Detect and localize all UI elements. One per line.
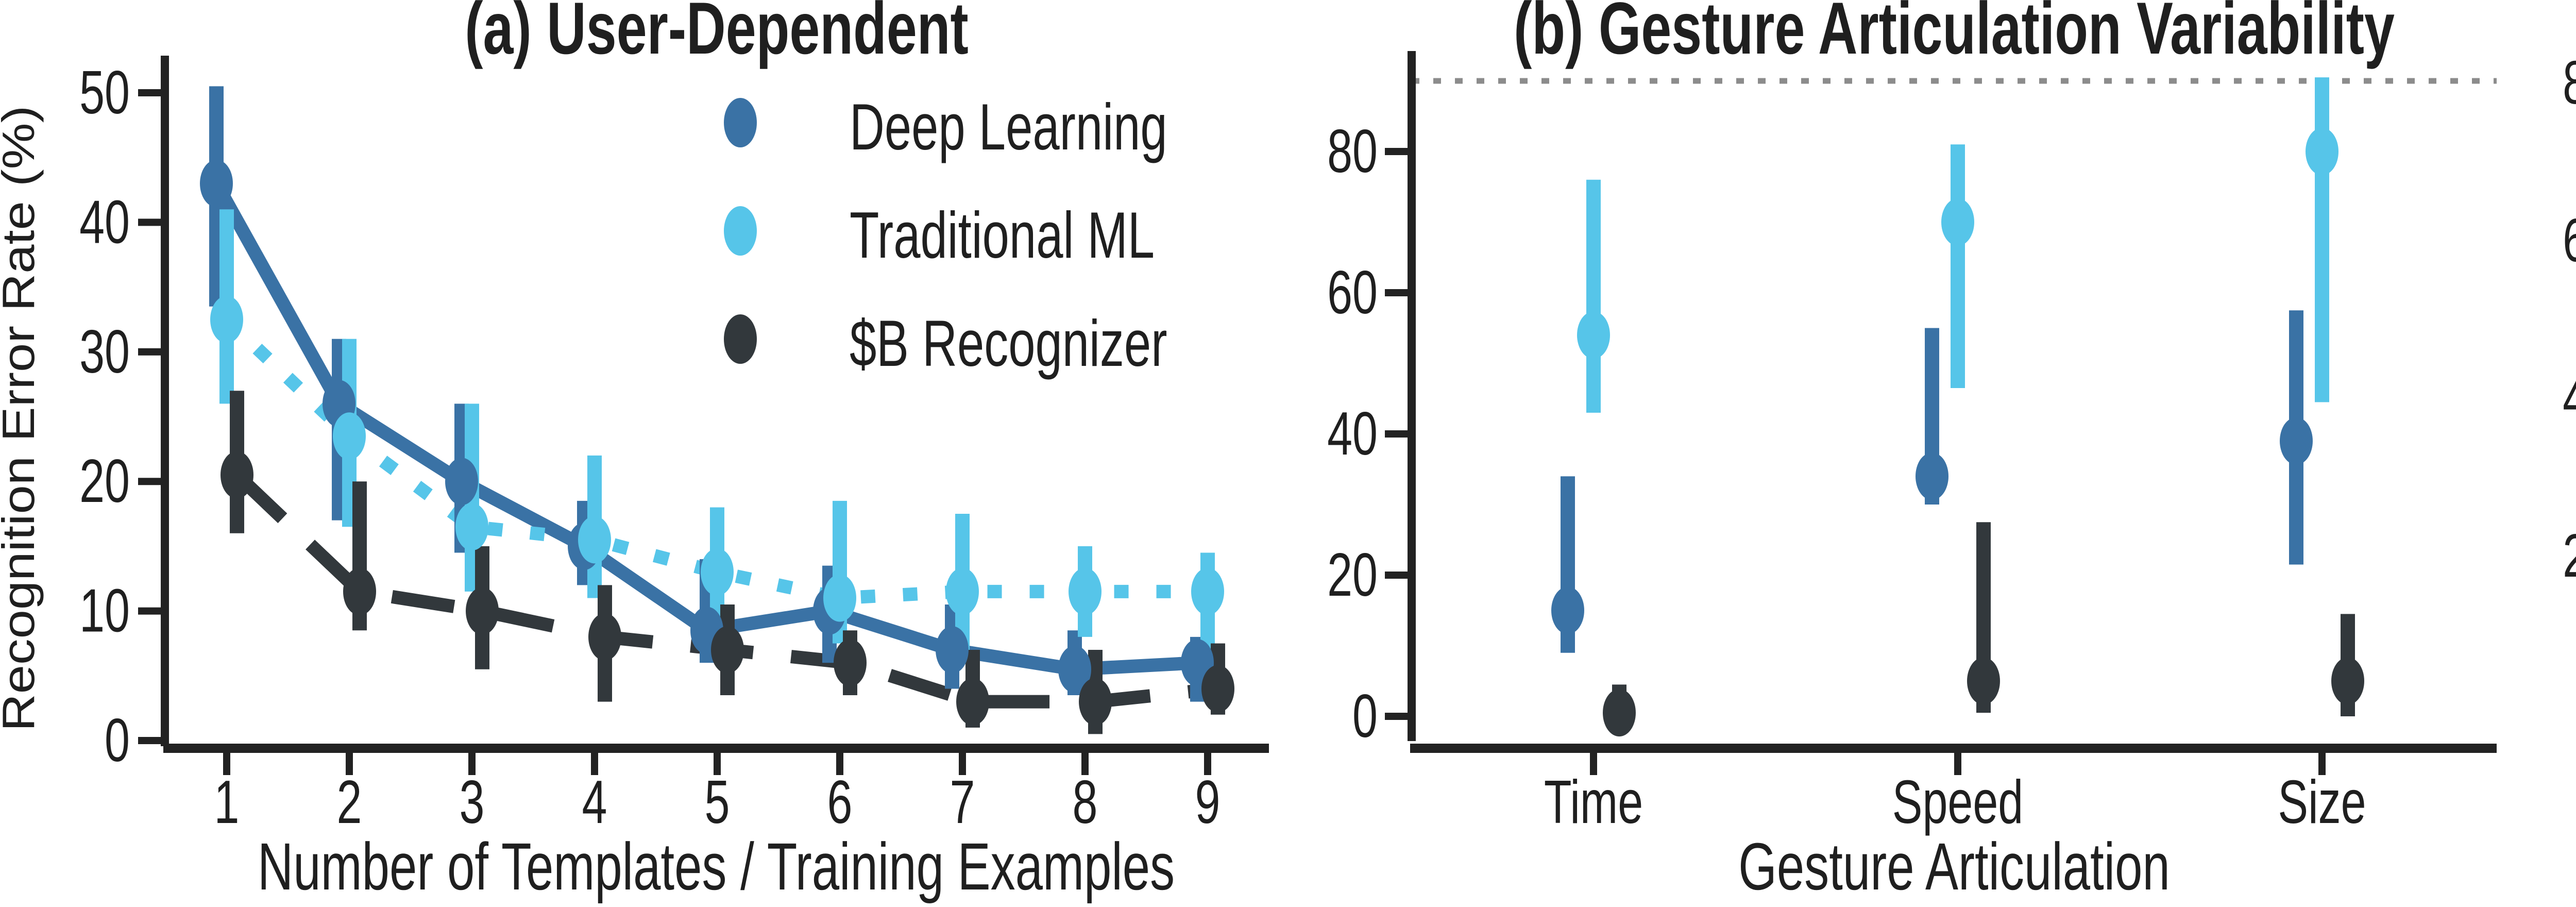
panel-a-title: (a) User-Dependent [465, 0, 969, 70]
panel-a-x-tick-label: 1 [214, 768, 240, 836]
panel-c-y-tick-label: 80 [2563, 48, 2576, 117]
panel-b-data-point [1916, 452, 1948, 500]
panel-b-y-tick-label: 20 [1327, 541, 1378, 609]
panel-a-line-traditional-ml [222, 314, 1208, 605]
panel-a-data-point [343, 567, 376, 615]
panel-c-y-tick-label: 20 [2563, 522, 2576, 590]
legend-label: $B Recognizer [850, 307, 1167, 380]
panel-a-x-tick-label: 2 [337, 768, 362, 836]
panel-a-y-axis-label: Recognition Error Rate (%) [0, 106, 44, 732]
panel-a-y-tick-label: 40 [79, 188, 130, 257]
panel-a-data-point [200, 159, 233, 207]
panel-b-x-axis-label: Gesture Articulation [1738, 830, 2170, 904]
panel-b-data-point [2306, 128, 2338, 175]
panel-a-data-point [711, 626, 744, 674]
legend: Deep Learning Traditional ML $B Recognizer [724, 90, 1167, 380]
panel-b-x-tick-label: Time [1544, 768, 1643, 836]
panel-a-x-tick-label: 4 [582, 768, 607, 836]
legend-marker-traditional-ml-icon [724, 206, 757, 256]
panel-a-y-tick-label: 0 [105, 706, 130, 775]
panel-a-data-point [1191, 567, 1224, 615]
panel-a-data-point [1069, 567, 1101, 615]
panel-b-data-point [1603, 689, 1636, 737]
panel-a-y-tick-label: 30 [79, 317, 130, 386]
panel-b-y-tick-label: 60 [1327, 258, 1378, 327]
panel-a-data-point [823, 574, 856, 622]
panel-a-data-point [210, 295, 243, 343]
panel-a-data-point [956, 678, 989, 726]
panel-a-x-tick-label: 9 [1195, 768, 1221, 836]
legend-label: Traditional ML [850, 198, 1155, 272]
panel-a-data-point [701, 548, 734, 596]
panel-a-x-axis-label: Number of Templates / Training Examples [258, 830, 1175, 904]
panel-a-data-point [466, 587, 499, 635]
panel-a-x-tick-label: 7 [950, 768, 975, 836]
legend-marker-deep-learning-icon [724, 98, 757, 147]
panel-a-data-point [946, 567, 979, 615]
panel-c-y-tick-label: 60 [2563, 206, 2576, 275]
panel-a-data-point [936, 626, 969, 674]
panel-b-y-tick-label: 80 [1327, 117, 1378, 186]
panel-a-data-point [1079, 678, 1112, 726]
panel-a: 0 10 20 30 40 50 1 2 3 4 5 6 7 8 9 Number of Templates … [0, 0, 1269, 904]
panel-b-data-point [1577, 311, 1610, 359]
panel-b-x-tick-label: Size [2278, 768, 2366, 836]
panel-b: 0 20 40 60 80 Time Speed Size Gesture Articulati… [1327, 0, 2497, 904]
panel-b-data-point [1967, 657, 2000, 705]
legend-label: Deep Learning [850, 90, 1167, 163]
panel-b-title: (b) Gesture Articulation Variability [1514, 0, 2395, 70]
panel-b-x-tick-label: Speed [1892, 768, 2023, 836]
panel-c-y-tick-label: 40 [2563, 364, 2576, 432]
panel-a-data-point [578, 516, 611, 564]
panel-a-data-point [221, 451, 253, 499]
panel-a-y-tick-label: 10 [79, 577, 130, 645]
panel-a-y-tick-label: 50 [79, 58, 130, 127]
panel-b-data-point [2280, 417, 2313, 465]
panel-c: 020406080Without DisabilityWith Disabili… [2563, 48, 2576, 590]
panel-a-data-point [333, 412, 366, 460]
panel-a-y-tick-label: 20 [79, 447, 130, 515]
panel-a-x-tick-label: 5 [705, 768, 730, 836]
panel-a-x-tick-label: 8 [1073, 768, 1098, 836]
panel-a-data-point [455, 503, 488, 551]
panel-a-data-point [1201, 665, 1234, 713]
panel-a-data-point [1058, 645, 1091, 693]
panel-b-y-tick-label: 0 [1352, 682, 1378, 750]
panel-a-x-tick-label: 3 [460, 768, 485, 836]
legend-marker-b-recognizer-icon [724, 314, 757, 364]
panel-b-data-point [2331, 657, 2364, 705]
panel-b-data-point [1941, 198, 1974, 246]
panel-a-data-point [588, 613, 621, 661]
panel-b-data-point [1551, 586, 1584, 634]
panel-a-data-point [445, 458, 478, 506]
panel-a-data-point [834, 639, 867, 687]
panel-b-y-tick-label: 40 [1327, 399, 1378, 468]
panel-a-x-tick-label: 6 [827, 768, 853, 836]
